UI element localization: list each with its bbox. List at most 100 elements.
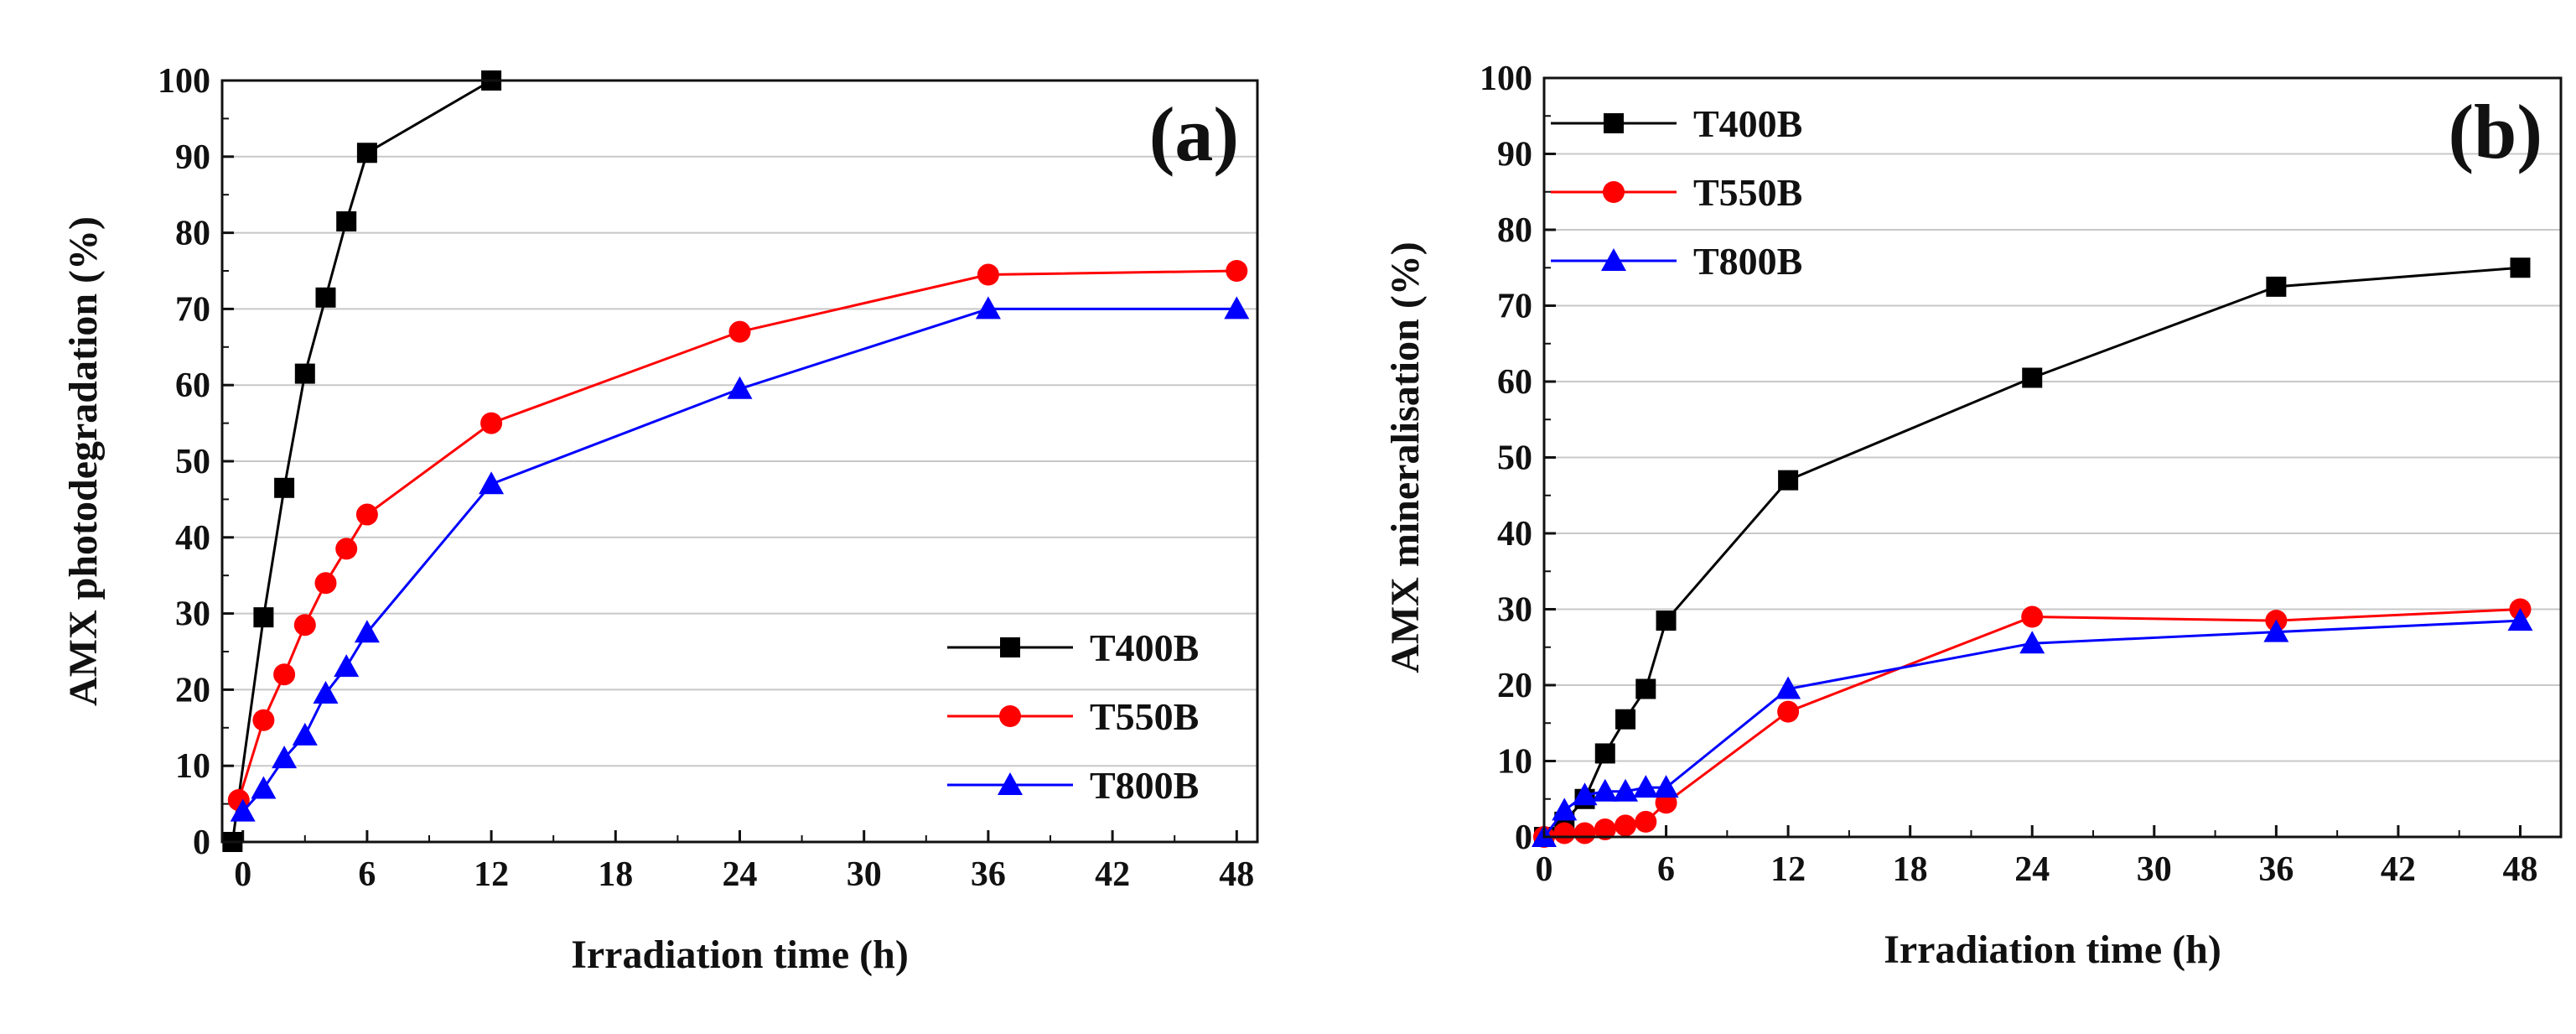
x-tick-label: 6 [1657,850,1675,889]
x-tick-label: 12 [474,855,509,894]
data-point-t550b [728,320,751,343]
data-point-t550b [977,263,999,286]
data-point-t400b [2510,257,2531,278]
x-tick-label: 0 [234,855,251,894]
data-point-t550b [2021,605,2044,628]
plot-frame [1542,76,2563,839]
x-tick-label: 18 [1893,850,1928,889]
panel-b: 0 10 20 30 40 50 60 70 80 90 100 0 6 12 18 24 30 36 42 48 Ir… [1383,60,2563,972]
data-point-t800b [292,722,318,746]
plot-frame [220,79,1259,844]
y-tick-label: 60 [175,366,210,405]
data-point-t800b [1775,676,1801,699]
data-point-t550b [355,503,378,526]
data-point-t550b [293,614,316,637]
panel-a: 0 10 20 30 40 50 60 70 80 90 100 0 6 12 18 24 30 36 42 48 Ir… [61,62,1259,977]
y-tick-label: 50 [1497,439,1532,478]
legend-label: T800B [1693,240,1802,283]
x-tick-label: 6 [358,855,376,894]
data-point-t550b [1635,810,1657,833]
data-point-t800b [1592,778,1618,802]
data-point-t800b [1633,775,1659,798]
data-point-t800b [479,471,505,495]
y-axis-title: AMX photodegradation (%) [61,216,106,706]
legend-label: T800B [1090,764,1199,807]
data-point-t400b [356,143,377,164]
data-point-t400b [1635,678,1656,699]
data-point-t400b [2022,367,2043,388]
data-point-t550b [252,709,275,731]
y-tick-label: 70 [175,290,210,329]
y-tick-label: 70 [1497,288,1532,326]
data-point-t800b [230,798,256,822]
x-tick-label: 18 [598,855,633,894]
data-point-t550b [335,538,358,560]
legend-label: T550B [1693,171,1802,214]
data-point-t800b [334,654,360,678]
x-tick-label: 48 [2502,850,2537,889]
y-tick-label: 0 [193,824,210,862]
y-tick-label: 80 [1497,211,1532,250]
x-tick-label: 30 [2137,850,2172,889]
y-tick-label: 10 [1497,743,1532,782]
data-point-t400b [1615,709,1636,730]
data-point-t550b [273,663,296,686]
data-point-t400b [253,607,274,628]
y-tick-label: 20 [175,671,210,709]
y-tick-label: 40 [1497,515,1532,553]
x-tick-label: 36 [2258,850,2294,889]
data-point-t550b [1226,260,1248,282]
y-tick-label: 20 [1497,667,1532,705]
y-tick-label: 10 [175,747,210,786]
data-point-t550b [314,572,337,595]
data-point-t400b [1656,611,1677,631]
data-point-t550b [1615,814,1637,837]
data-point-t800b [354,620,380,643]
data-point-t400b [315,287,336,308]
x-tick-label: 24 [723,855,758,894]
y-tick-label: 60 [1497,363,1532,402]
data-point-t400b [294,363,315,384]
y-tick-label: 100 [1480,60,1532,98]
y-tick-label: 40 [175,519,210,558]
data-point-t800b [2507,608,2533,631]
legend-marker [998,772,1023,795]
y-tick-label: 90 [1497,136,1532,174]
data-point-t800b [975,296,1001,320]
y-tick-label: 90 [175,138,210,177]
y-tick-label: 50 [175,443,210,481]
data-point-t800b [727,376,753,399]
x-tick-label: 12 [1770,850,1806,889]
data-point-t800b [272,746,298,769]
data-point-t800b [2263,619,2289,642]
y-tick-label: 30 [1497,591,1532,630]
data-point-t800b [1613,778,1639,802]
data-point-t550b [1777,700,1800,723]
data-point-t800b [251,776,277,799]
legend-label: T550B [1090,695,1199,738]
x-tick-label: 24 [2014,850,2050,889]
x-tick-label: 30 [847,855,882,894]
x-axis-title: Irradiation time (h) [1884,927,2221,972]
y-tick-label: 0 [1515,818,1532,857]
data-point-t550b [480,412,503,434]
data-point-t550b [1553,822,1576,844]
data-point-t400b [274,477,295,498]
data-point-t800b [1653,775,1679,798]
data-point-t800b [1572,782,1598,806]
x-tick-label: 42 [2381,850,2416,889]
x-tick-label: 42 [1095,855,1130,894]
data-point-t800b [1552,798,1578,821]
data-point-t400b [1778,470,1799,491]
data-point-t400b [336,210,357,231]
x-tick-label: 36 [971,855,1006,894]
panel-label: (b) [2449,89,2542,174]
y-tick-label: 80 [175,215,210,253]
data-point-t550b [1594,818,1616,840]
y-tick-label: 100 [158,62,210,101]
data-point-t400b [2266,276,2287,297]
x-axis-title: Irradiation time (h) [571,933,909,977]
legend-marker [999,705,1021,727]
